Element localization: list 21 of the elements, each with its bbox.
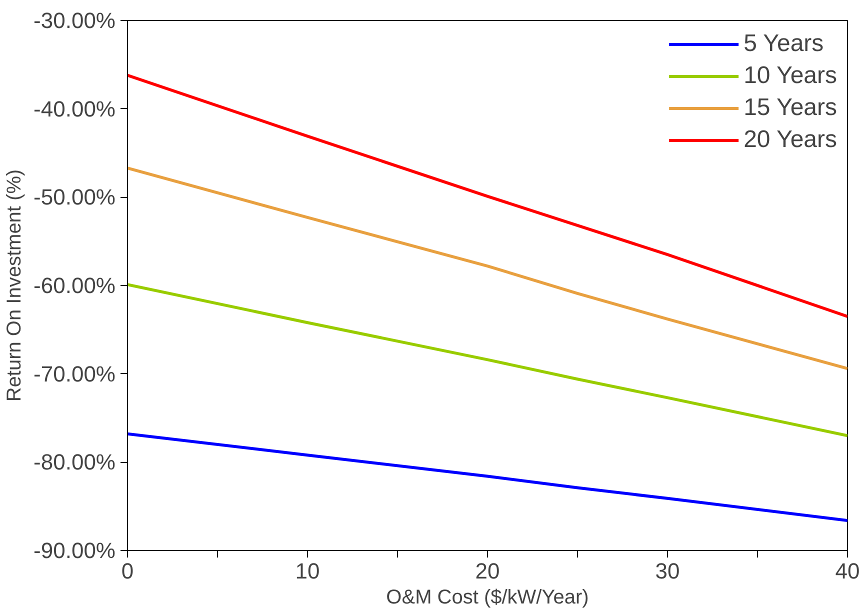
y-tick-label: -40.00% [34, 96, 116, 122]
x-tick-label: 40 [835, 558, 860, 584]
y-tick-label: -80.00% [34, 450, 116, 475]
x-tick-label: 10 [295, 558, 320, 584]
legend-label: 15 Years [744, 94, 837, 122]
x-tick-label: 0 [121, 558, 134, 584]
legend-label: 20 Years [744, 126, 837, 154]
y-tick-label: -30.00% [34, 8, 116, 33]
y-tick-label: -60.00% [34, 273, 116, 298]
y-tick-label: -90.00% [34, 538, 116, 563]
line-series [128, 166, 848, 370]
y-tick-label: -70.00% [34, 361, 116, 386]
line-series [128, 283, 848, 438]
legend-label: 5 Years [744, 30, 824, 58]
y-axis-title: Return On Investment (%) [4, 169, 26, 402]
x-tick-label: 20 [475, 558, 500, 584]
x-tick-label: 30 [655, 558, 680, 584]
legend-label: 10 Years [744, 62, 837, 90]
line-series [128, 432, 848, 522]
x-axis-title: O&M Cost ($/kW/Year) [386, 586, 589, 608]
y-tick-label: -50.00% [34, 184, 116, 210]
